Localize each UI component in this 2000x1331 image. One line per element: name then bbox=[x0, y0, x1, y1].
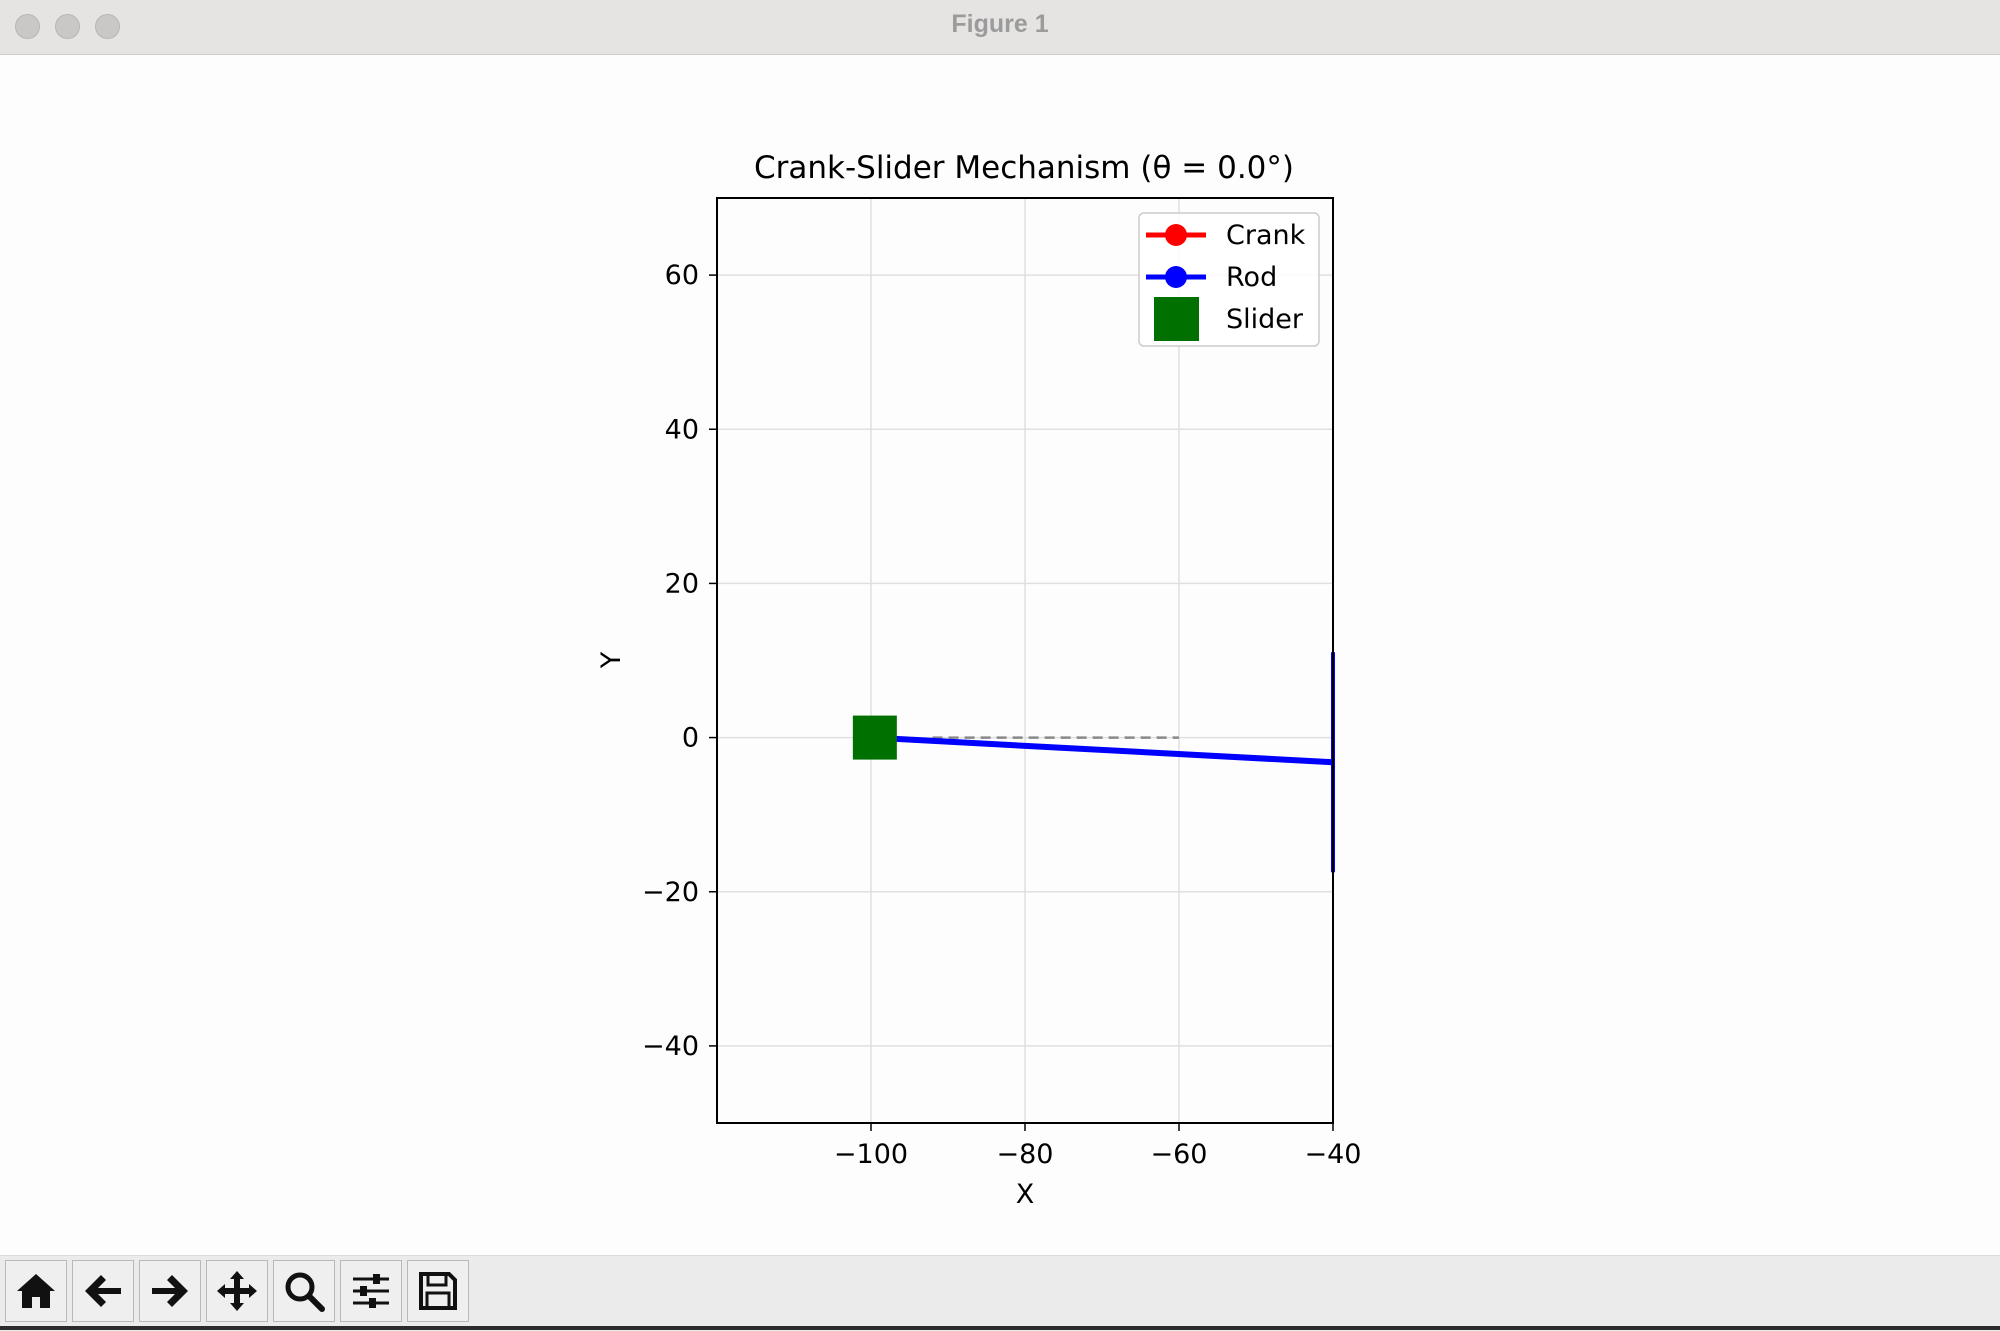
arrow-right-icon bbox=[152, 1275, 188, 1307]
legend: Crank Rod Slider bbox=[1138, 212, 1320, 347]
magnifier-icon bbox=[285, 1272, 325, 1312]
window-title: Figure 1 bbox=[951, 10, 1049, 38]
move-icon bbox=[217, 1271, 257, 1311]
legend-slider-marker bbox=[1154, 297, 1199, 341]
arrow-left-icon bbox=[85, 1275, 121, 1307]
chart-title: Crank-Slider Mechanism (θ = 0.0°) bbox=[754, 150, 1294, 186]
y-tick-label: −40 bbox=[642, 1031, 699, 1062]
x-tick-label: −40 bbox=[1305, 1139, 1362, 1170]
floppy-disk-icon bbox=[419, 1272, 457, 1310]
legend-slider-label: Slider bbox=[1226, 304, 1304, 335]
y-tick-label: 60 bbox=[665, 260, 699, 291]
back-button[interactable] bbox=[72, 1260, 134, 1322]
legend-rod-label: Rod bbox=[1226, 262, 1277, 293]
legend-rod-marker bbox=[1165, 266, 1187, 288]
x-tick-label: −80 bbox=[997, 1139, 1054, 1170]
y-tick-label: 20 bbox=[665, 568, 699, 599]
legend-crank-label: Crank bbox=[1226, 220, 1306, 251]
rod-line bbox=[870, 734, 1334, 766]
y-tick-label: 40 bbox=[665, 414, 699, 445]
x-axis-label: X bbox=[1016, 1179, 1035, 1210]
x-tick-label: −100 bbox=[834, 1139, 908, 1170]
chart-svg: Crank-Slider Mechanism (θ = 0.0°) −100 −8… bbox=[596, 150, 1362, 1210]
legend-crank-marker bbox=[1165, 224, 1187, 246]
close-window-button[interactable] bbox=[15, 14, 40, 39]
sliders-icon bbox=[353, 1274, 389, 1308]
zoom-button[interactable] bbox=[273, 1260, 335, 1322]
y-tick-label: 0 bbox=[682, 723, 699, 754]
save-button[interactable] bbox=[407, 1260, 469, 1322]
navigation-toolbar bbox=[0, 1255, 2000, 1331]
figure-canvas[interactable]: Crank-Slider Mechanism (θ = 0.0°) −100 −8… bbox=[0, 55, 2000, 1255]
configure-subplots-button[interactable] bbox=[340, 1260, 402, 1322]
zoom-window-button[interactable] bbox=[95, 14, 120, 39]
y-axis-label: Y bbox=[596, 651, 627, 669]
pan-button[interactable] bbox=[206, 1260, 268, 1322]
window-bottom-edge bbox=[0, 1326, 2000, 1330]
forward-button[interactable] bbox=[139, 1260, 201, 1322]
minimize-window-button[interactable] bbox=[55, 14, 80, 39]
slider-marker bbox=[852, 715, 897, 760]
home-button[interactable] bbox=[5, 1260, 67, 1322]
home-icon bbox=[17, 1274, 55, 1308]
x-tick-label: −60 bbox=[1151, 1139, 1208, 1170]
y-tick-label: −20 bbox=[642, 877, 699, 908]
window-titlebar: Figure 1 bbox=[0, 0, 2000, 55]
